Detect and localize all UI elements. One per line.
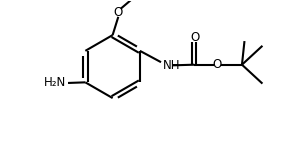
Text: O: O [212, 58, 221, 71]
Text: H₂N: H₂N [43, 76, 66, 89]
Text: O: O [114, 6, 123, 19]
Text: O: O [190, 31, 199, 44]
Text: NH: NH [163, 59, 181, 72]
